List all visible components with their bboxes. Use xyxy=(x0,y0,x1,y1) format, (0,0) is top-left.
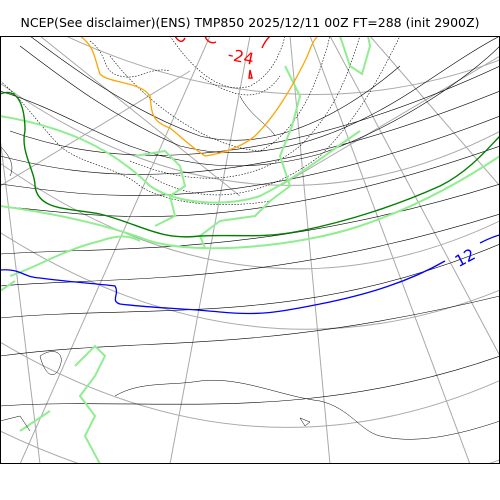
meridian-line xyxy=(279,55,500,187)
red-contour xyxy=(248,69,253,79)
coastline xyxy=(0,145,13,177)
coastline xyxy=(0,415,31,432)
map-frame: -24 12 xyxy=(0,36,500,464)
isotherm-dotted xyxy=(169,36,286,89)
isotherm xyxy=(0,45,500,167)
meridian-line xyxy=(39,36,241,197)
lat-line xyxy=(0,82,500,186)
isotherm-dotted xyxy=(149,36,401,196)
red-contour xyxy=(174,36,186,43)
sea-ice-line xyxy=(0,115,361,204)
blue-contour-tail xyxy=(479,234,500,244)
meridian-line xyxy=(369,36,500,187)
isotherm xyxy=(0,115,500,196)
lat-line xyxy=(0,162,500,270)
coastline xyxy=(299,417,311,427)
meridian-line xyxy=(309,36,471,464)
isotherm xyxy=(9,65,500,156)
coastline xyxy=(114,379,500,440)
lat-line xyxy=(0,341,500,428)
contour-label-12: 12 xyxy=(452,245,479,271)
sea-ice-line xyxy=(74,344,107,464)
meridian-line xyxy=(0,133,41,464)
isotherm xyxy=(0,295,500,357)
isotherms xyxy=(0,36,500,407)
red-contour xyxy=(204,36,217,44)
green-contour xyxy=(0,91,500,238)
meridian-line xyxy=(19,36,211,464)
isotherm xyxy=(19,36,500,153)
isotherm-dotted xyxy=(0,80,271,205)
forecast-map: -24 12 xyxy=(0,36,500,464)
lat-line xyxy=(0,231,500,330)
coastline xyxy=(39,351,62,375)
coastline xyxy=(239,95,276,137)
isotherm-dotted xyxy=(109,36,331,152)
lat-line xyxy=(64,36,500,95)
chart-title: NCEP(See disclaimer)(ENS) TMP850 2025/12… xyxy=(20,15,480,30)
sea-ice-line xyxy=(339,36,372,76)
isotherm xyxy=(29,36,401,141)
sea-ice-line xyxy=(9,235,141,277)
sea-ice-line xyxy=(198,65,302,249)
isotherm xyxy=(0,355,500,407)
sea-ice-line xyxy=(134,149,187,227)
latitude-lines xyxy=(0,36,500,464)
meridian-line xyxy=(0,70,191,187)
sea-ice-line xyxy=(0,280,16,292)
isotherm xyxy=(0,90,500,175)
isotherm xyxy=(0,213,500,287)
red-contour xyxy=(261,36,271,49)
sea-ice-lines xyxy=(0,36,500,464)
isotherm xyxy=(0,243,500,319)
isotherm xyxy=(0,145,500,217)
lat-line xyxy=(0,430,500,464)
sea-ice-line xyxy=(0,155,500,250)
isotherm xyxy=(0,183,500,255)
meridian-line xyxy=(169,36,251,464)
isotherm-dotted xyxy=(89,40,171,78)
isotherms-dotted xyxy=(0,36,401,205)
blue-contour xyxy=(0,260,446,315)
sea-ice-line xyxy=(19,410,51,432)
contour-label-minus24: -24 xyxy=(226,45,256,69)
orange-contour xyxy=(79,36,319,157)
